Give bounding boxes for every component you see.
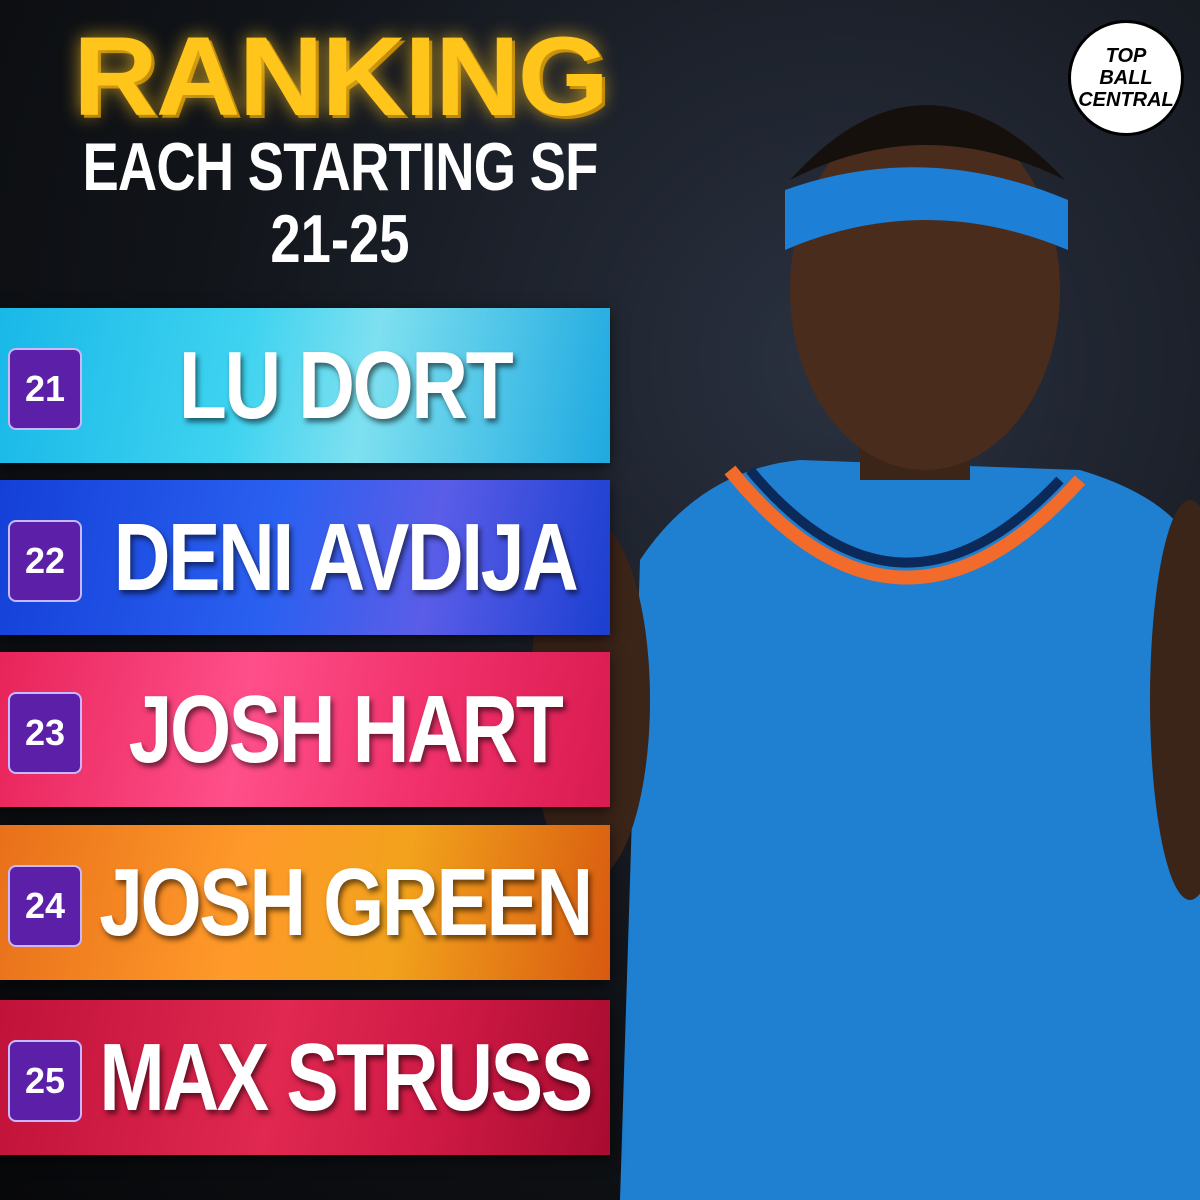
headband [785, 167, 1068, 250]
rank-badge: 23 [8, 692, 82, 774]
ranking-row: 21 LU DORT [0, 308, 610, 463]
ranking-row: 23 JOSH HART [0, 652, 610, 807]
hair [790, 105, 1065, 180]
player-name: JOSH HART [128, 675, 564, 783]
logo-text: BALL [1099, 67, 1153, 89]
arm [1150, 500, 1200, 900]
logo-text: TOP [1105, 45, 1147, 67]
rank-badge: 25 [8, 1040, 82, 1122]
head [790, 110, 1060, 470]
title: RANKING [72, 14, 609, 139]
range: 21-25 [270, 201, 410, 277]
rank-badge: 22 [8, 520, 82, 602]
ranking-row: 24 JOSH GREEN [0, 825, 610, 980]
player-name: DENI AVDIJA [113, 503, 579, 611]
player-name: LU DORT [178, 331, 514, 439]
subtitle: EACH STARTING SF [82, 129, 598, 205]
jersey-trim [746, 466, 1064, 568]
logo: TOP BALL CENTRAL [1068, 20, 1184, 136]
player-name: JOSH GREEN [99, 848, 593, 956]
ranking-row: 22 DENI AVDIJA [0, 480, 610, 635]
rank-badge: 21 [8, 348, 82, 430]
jersey [620, 460, 1200, 1200]
rank-badge: 24 [8, 865, 82, 947]
jersey-trim [724, 465, 1086, 585]
logo-text: CENTRAL [1078, 89, 1174, 111]
player-name: MAX STRUSS [99, 1023, 593, 1131]
ranking-row: 25 MAX STRUSS [0, 1000, 610, 1155]
